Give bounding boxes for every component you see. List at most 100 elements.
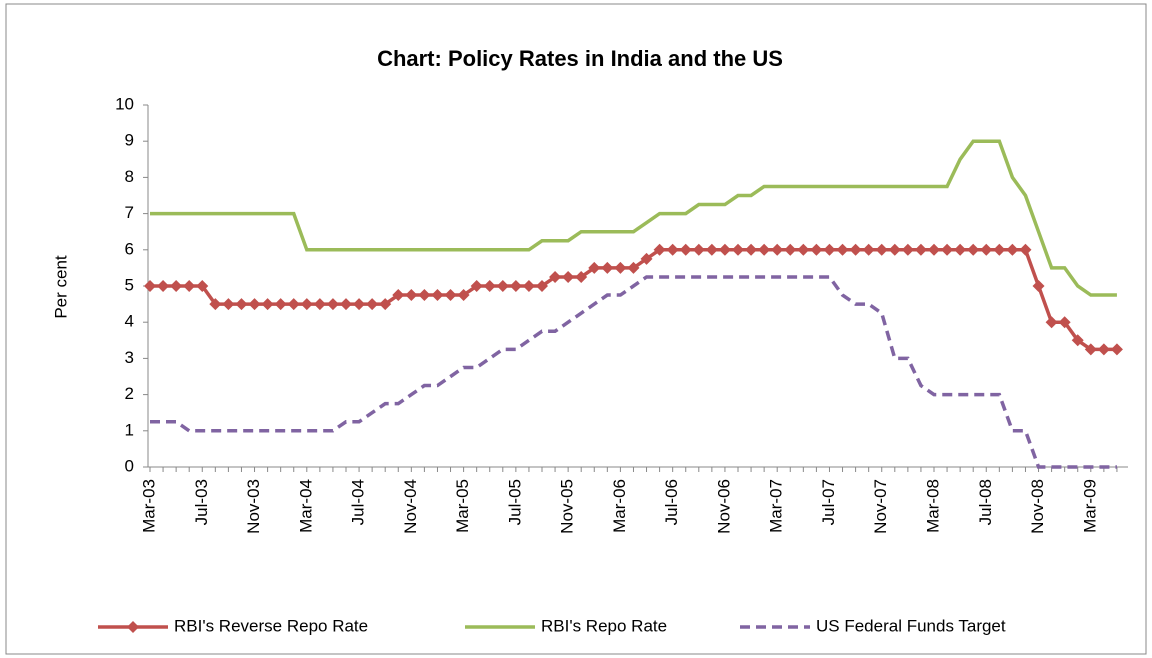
legend-label: US Federal Funds Target bbox=[816, 616, 1006, 635]
series-marker bbox=[692, 243, 705, 256]
series-marker bbox=[941, 243, 954, 256]
series-marker bbox=[405, 289, 418, 302]
series-marker bbox=[562, 270, 575, 283]
series-marker bbox=[1071, 334, 1084, 347]
series-marker bbox=[718, 243, 731, 256]
series-marker bbox=[1110, 343, 1123, 356]
series-marker bbox=[784, 243, 797, 256]
series-marker bbox=[627, 261, 640, 274]
series-marker bbox=[653, 243, 666, 256]
y-tick-label: 4 bbox=[125, 312, 134, 331]
y-axis-label: Per cent bbox=[51, 255, 70, 319]
x-tick-label: Nov-04 bbox=[401, 479, 420, 534]
x-tick-label: Mar-06 bbox=[610, 479, 629, 533]
series-marker bbox=[326, 298, 339, 311]
series-line bbox=[150, 275, 1117, 469]
series-marker bbox=[470, 280, 483, 292]
series-marker bbox=[157, 280, 170, 292]
series-marker bbox=[496, 280, 509, 292]
series-marker bbox=[248, 298, 261, 311]
x-tick-label: Mar-05 bbox=[453, 479, 472, 533]
series-marker bbox=[797, 243, 810, 256]
series-marker bbox=[235, 298, 248, 311]
x-tick-label: Nov-03 bbox=[244, 479, 263, 534]
x-tick-label: Jul-08 bbox=[976, 479, 995, 525]
series-marker bbox=[222, 298, 235, 311]
x-tick-label: Nov-07 bbox=[871, 479, 890, 534]
series-marker bbox=[1019, 243, 1032, 256]
series-marker bbox=[483, 280, 496, 292]
y-tick-label: 8 bbox=[125, 167, 134, 186]
series-marker bbox=[209, 298, 222, 311]
x-tick-label: Mar-03 bbox=[139, 479, 158, 533]
x-tick-label: Mar-07 bbox=[767, 479, 786, 533]
chart-frame bbox=[5, 3, 1147, 655]
series-marker bbox=[1045, 316, 1058, 329]
x-tick-label: Mar-08 bbox=[923, 479, 942, 533]
series-marker bbox=[274, 298, 287, 311]
x-tick-label: Jul-07 bbox=[819, 479, 838, 525]
series-marker bbox=[575, 270, 588, 283]
series-marker bbox=[1058, 316, 1071, 329]
series-marker bbox=[196, 280, 209, 292]
series-marker bbox=[640, 252, 653, 265]
series-line bbox=[150, 139, 1117, 297]
x-tick-label: Jul-03 bbox=[192, 479, 211, 525]
series-marker bbox=[901, 243, 914, 256]
series-marker bbox=[431, 289, 444, 302]
series-marker bbox=[144, 280, 156, 292]
series-marker bbox=[705, 243, 718, 256]
series-marker bbox=[745, 243, 758, 256]
legend-label: RBI's Reverse Repo Rate bbox=[174, 616, 368, 635]
legend-marker bbox=[127, 621, 139, 633]
series-marker bbox=[183, 280, 196, 292]
series-marker bbox=[954, 243, 967, 256]
series-marker bbox=[732, 243, 744, 256]
series-marker bbox=[444, 289, 457, 302]
series-marker bbox=[549, 270, 562, 283]
series-marker bbox=[836, 243, 849, 256]
x-tick-label: Mar-09 bbox=[1080, 479, 1099, 533]
series-marker bbox=[862, 243, 875, 256]
x-tick-label: Mar-04 bbox=[296, 479, 315, 533]
series-marker bbox=[392, 289, 405, 302]
series-marker bbox=[679, 243, 692, 256]
series-marker bbox=[457, 289, 470, 302]
y-tick-label: 3 bbox=[125, 348, 134, 367]
y-tick-label: 0 bbox=[125, 456, 134, 475]
series-marker bbox=[509, 280, 522, 292]
x-tick-label: Jul-06 bbox=[662, 479, 681, 525]
series-marker bbox=[340, 298, 352, 311]
series-marker bbox=[849, 243, 862, 256]
series-marker bbox=[1084, 343, 1097, 356]
y-tick-label: 10 bbox=[115, 94, 134, 113]
y-tick-label: 6 bbox=[125, 239, 134, 258]
x-tick-label: Nov-05 bbox=[558, 479, 577, 534]
series-marker bbox=[1097, 343, 1110, 356]
series-marker bbox=[875, 243, 888, 256]
series-marker bbox=[588, 261, 601, 274]
y-tick-label: 7 bbox=[125, 203, 134, 222]
y-tick-label: 9 bbox=[125, 131, 134, 150]
x-tick-label: Jul-04 bbox=[349, 479, 368, 525]
series-marker bbox=[300, 298, 313, 311]
series-marker bbox=[771, 243, 784, 256]
series-marker bbox=[914, 243, 927, 256]
y-tick-label: 2 bbox=[125, 384, 134, 403]
series-marker bbox=[810, 243, 823, 256]
series-marker bbox=[536, 280, 548, 292]
series-marker bbox=[366, 298, 379, 311]
series-marker bbox=[1006, 243, 1019, 256]
series-marker bbox=[1032, 280, 1045, 292]
legend-label: RBI's Repo Rate bbox=[541, 616, 667, 635]
y-tick-label: 5 bbox=[125, 275, 134, 294]
series-marker bbox=[967, 243, 980, 256]
y-tick-label: 1 bbox=[125, 420, 134, 439]
series-marker bbox=[928, 243, 940, 256]
x-tick-label: Nov-08 bbox=[1028, 479, 1047, 534]
x-tick-label: Jul-05 bbox=[505, 479, 524, 525]
series-marker bbox=[888, 243, 901, 256]
series-marker bbox=[614, 261, 627, 274]
series-marker bbox=[418, 289, 431, 302]
